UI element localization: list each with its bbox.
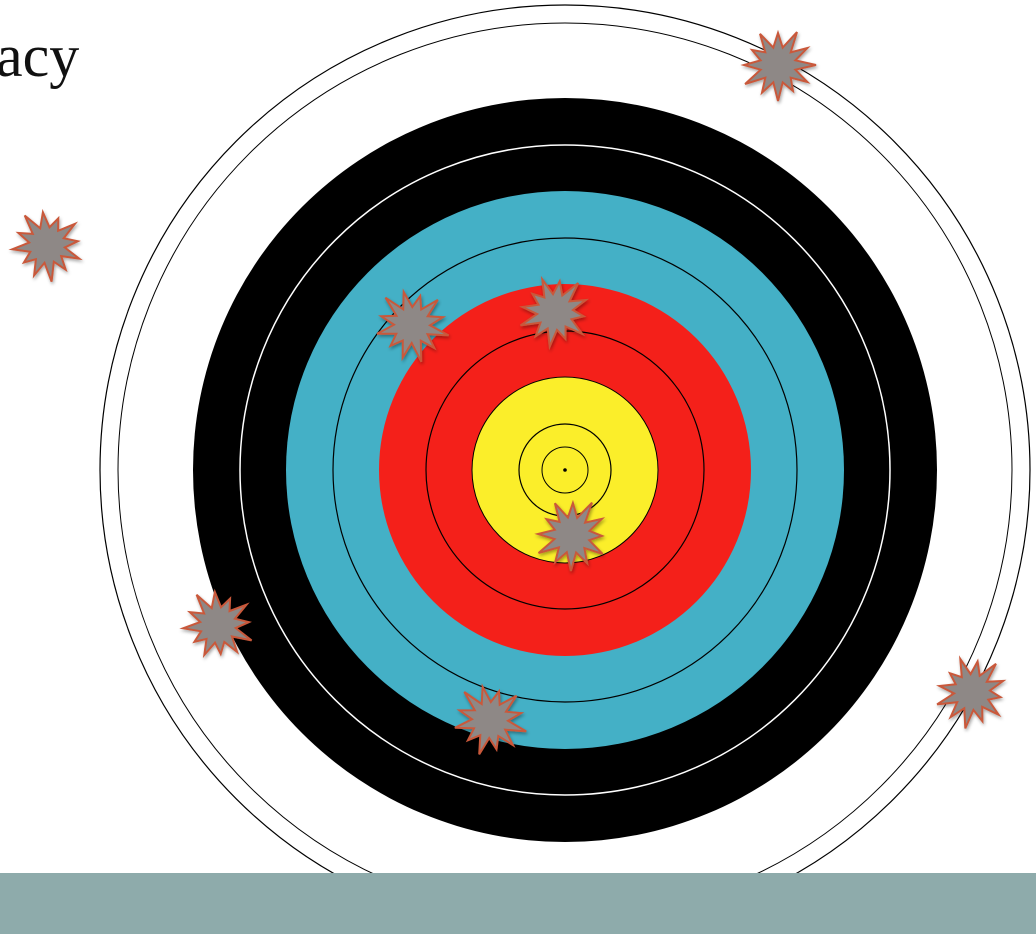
archery-target: [100, 5, 1030, 934]
page: {"slide": {"title": "acy"}} acy (() => {…: [0, 0, 1036, 934]
slide: acy: [0, 0, 1036, 934]
hit-burst: [12, 212, 79, 281]
center-dot: [563, 468, 567, 472]
slide-title: acy: [0, 23, 79, 89]
footer-bar: [0, 873, 1036, 934]
